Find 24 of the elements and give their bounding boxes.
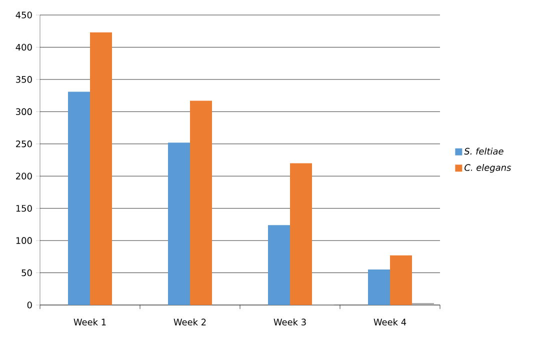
x-tick-label: Week 3	[274, 318, 306, 326]
y-tick-label: 400	[16, 44, 32, 51]
bar	[368, 270, 390, 305]
x-tick-label: Week 1	[74, 318, 106, 326]
bar	[390, 255, 412, 305]
bar	[168, 142, 190, 305]
y-tick-label: 450	[16, 12, 32, 18]
bar	[268, 225, 290, 305]
y-tick-label: 350	[16, 76, 32, 83]
y-tick-label: 150	[16, 204, 32, 212]
y-tick-label: 300	[16, 108, 32, 116]
y-tick-label: 50	[22, 269, 32, 276]
y-tick-label: 250	[16, 140, 32, 148]
x-tick-label: Week 4	[374, 318, 406, 326]
legend-label: C. elegans	[464, 164, 512, 173]
x-tick-label: Week 2	[174, 318, 206, 326]
legend-label: S. feltiae	[464, 148, 504, 155]
bar	[190, 100, 212, 305]
y-tick-label: 200	[16, 172, 32, 180]
y-tick-label: 0	[27, 302, 32, 308]
bar	[290, 163, 312, 305]
y-tick-label: 100	[16, 237, 32, 244]
bar	[68, 92, 90, 305]
bar	[90, 32, 112, 305]
